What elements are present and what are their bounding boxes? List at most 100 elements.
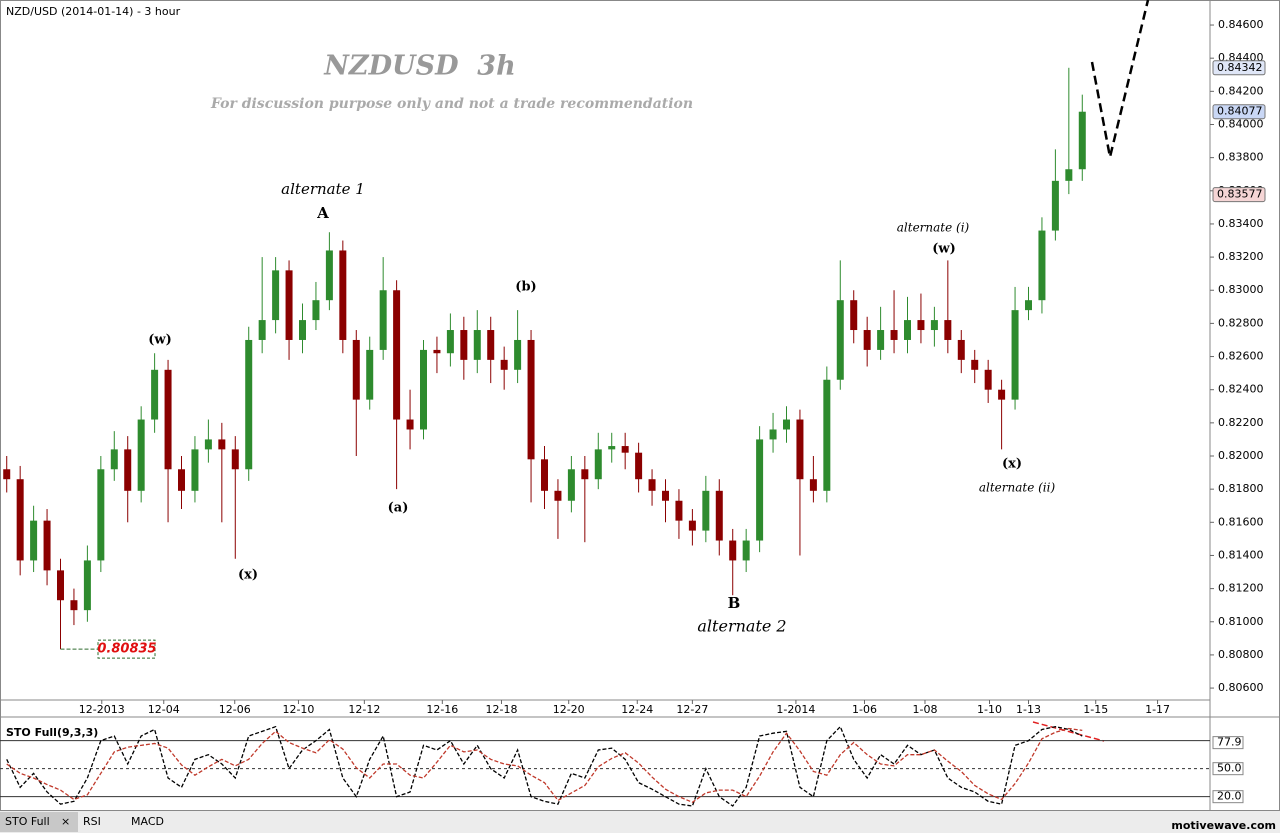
- wave-label: (b): [515, 280, 536, 295]
- y-tick-label: 0.83200: [1218, 250, 1264, 263]
- candle-body: [124, 449, 132, 491]
- candle-body: [191, 449, 199, 491]
- y-tick-label: 50.0: [1217, 762, 1242, 775]
- candle-body: [648, 479, 656, 491]
- tab-label[interactable]: MACD: [131, 815, 164, 828]
- y-tick-label: 0.80600: [1218, 681, 1264, 694]
- indicator-title: STO Full(9,3,3): [6, 726, 98, 739]
- candle-body: [299, 320, 306, 340]
- candle-body: [796, 419, 804, 480]
- y-tick-label: 0.81400: [1218, 548, 1264, 561]
- candle-body: [164, 369, 172, 470]
- candle-body: [823, 379, 831, 491]
- stochastic-line: [6, 727, 1083, 804]
- candle-body: [204, 439, 212, 450]
- candle-body: [917, 320, 925, 331]
- wave-label: A: [316, 204, 329, 222]
- y-tick-label: 0.84600: [1218, 18, 1264, 31]
- y-tick-label: 0.81000: [1218, 615, 1264, 628]
- y-tick-box: [1212, 790, 1244, 804]
- candle-body: [675, 500, 683, 521]
- x-tick-label: 12-06: [219, 703, 251, 716]
- disclaimer: For discussion purpose only and not a tr…: [210, 96, 693, 112]
- chart-header: NZD/USD (2014-01-14) - 3 hour: [6, 5, 181, 18]
- x-tick-label: 1-13: [1016, 703, 1041, 716]
- low-marker-box: [97, 639, 156, 659]
- candle-body: [339, 250, 347, 340]
- x-tick-label: 12-2013: [79, 703, 125, 716]
- candle-body: [137, 419, 145, 491]
- candle-body: [446, 330, 454, 354]
- watermark-title: NZDUSD 3h: [323, 51, 515, 82]
- candle-body: [944, 320, 952, 340]
- candle-body: [662, 490, 669, 501]
- candle-body: [1011, 310, 1019, 400]
- candle-body: [809, 479, 817, 491]
- price-marker-label: 0.84077: [1217, 105, 1263, 118]
- candle-body: [325, 250, 333, 301]
- candle-body: [635, 452, 643, 480]
- divergence-line: [1032, 721, 1105, 742]
- x-tick-label: 12-20: [553, 703, 585, 716]
- candle-body: [971, 359, 979, 370]
- candle-body: [57, 570, 64, 601]
- candle-body: [379, 290, 387, 350]
- candle-body: [783, 419, 790, 430]
- candle-body: [998, 389, 1006, 400]
- candle-body: [729, 540, 737, 561]
- price-marker-box: [1212, 187, 1266, 203]
- candle-body: [984, 369, 992, 390]
- candle-body: [393, 290, 401, 420]
- candle-body: [688, 520, 696, 531]
- candle-body: [487, 330, 495, 360]
- candle-body: [904, 320, 911, 340]
- candle-body: [608, 446, 616, 450]
- y-tick-label: 0.82400: [1218, 383, 1264, 396]
- stochastic-line: [6, 725, 1083, 807]
- candle-body: [863, 330, 871, 350]
- tab-label[interactable]: RSI: [83, 815, 101, 828]
- price-marker-label: 0.84342: [1217, 61, 1263, 74]
- candle-body: [554, 490, 562, 501]
- wave-label: (a): [388, 501, 409, 516]
- candle-body: [769, 429, 777, 440]
- y-tick-label: 0.82800: [1218, 316, 1264, 329]
- candle-body: [3, 469, 11, 480]
- y-tick-label: 0.83800: [1218, 151, 1264, 164]
- tab-label[interactable]: STO Full: [5, 815, 50, 828]
- price-marker-box: [1212, 60, 1266, 76]
- footer-watermark: motivewave.com: [1171, 819, 1276, 832]
- x-tick-label: 12-10: [282, 703, 314, 716]
- y-tick-label: 0.82600: [1218, 350, 1264, 363]
- candle-body: [366, 349, 374, 400]
- current-value-label: 77.9: [1217, 736, 1242, 749]
- candle-body: [258, 320, 266, 340]
- candle-body: [151, 369, 159, 420]
- wave-label: (w): [932, 242, 956, 257]
- candle-body: [110, 449, 118, 470]
- candle-body: [756, 439, 764, 541]
- candle-body: [70, 600, 78, 611]
- candle-body: [594, 449, 602, 480]
- tab-close[interactable]: ×: [61, 815, 70, 828]
- x-tick-label: 12-16: [426, 703, 458, 716]
- candle-body: [406, 419, 414, 430]
- price-marker-box: [1212, 104, 1266, 120]
- candle-body: [567, 469, 575, 501]
- wave-label: alternate (i): [897, 221, 970, 235]
- active-tab[interactable]: [0, 812, 78, 832]
- y-tick-label: 0.80800: [1218, 648, 1264, 661]
- candle-body: [715, 490, 723, 541]
- y-tick-box: [1212, 762, 1244, 776]
- y-tick-label: 20.0: [1217, 790, 1242, 803]
- candle-body: [621, 446, 629, 453]
- x-tick-label: 12-24: [621, 703, 653, 716]
- x-tick-label: 1-2014: [776, 703, 815, 716]
- candle-body: [245, 339, 253, 470]
- wave-label: (x): [1002, 457, 1022, 472]
- candle-body: [836, 300, 844, 380]
- candle-body: [272, 270, 280, 321]
- y-tick-label: 0.83000: [1218, 283, 1264, 296]
- candle-body: [1025, 300, 1032, 311]
